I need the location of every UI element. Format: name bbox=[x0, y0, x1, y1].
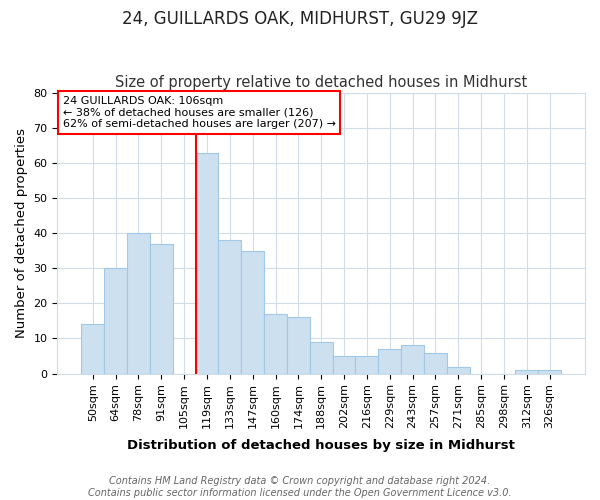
Bar bbox=[287, 318, 310, 374]
Bar bbox=[379, 349, 401, 374]
Bar bbox=[82, 324, 104, 374]
Y-axis label: Number of detached properties: Number of detached properties bbox=[15, 128, 28, 338]
Bar bbox=[310, 342, 332, 374]
Bar bbox=[127, 234, 150, 374]
Text: 24, GUILLARDS OAK, MIDHURST, GU29 9JZ: 24, GUILLARDS OAK, MIDHURST, GU29 9JZ bbox=[122, 10, 478, 28]
Bar bbox=[424, 352, 447, 374]
Bar bbox=[447, 366, 470, 374]
Bar bbox=[355, 356, 379, 374]
Bar bbox=[150, 244, 173, 374]
Bar bbox=[538, 370, 561, 374]
Bar bbox=[515, 370, 538, 374]
Text: 24 GUILLARDS OAK: 106sqm
← 38% of detached houses are smaller (126)
62% of semi-: 24 GUILLARDS OAK: 106sqm ← 38% of detach… bbox=[62, 96, 335, 129]
Bar bbox=[196, 152, 218, 374]
X-axis label: Distribution of detached houses by size in Midhurst: Distribution of detached houses by size … bbox=[127, 440, 515, 452]
Text: Contains HM Land Registry data © Crown copyright and database right 2024.
Contai: Contains HM Land Registry data © Crown c… bbox=[88, 476, 512, 498]
Bar bbox=[332, 356, 355, 374]
Bar bbox=[264, 314, 287, 374]
Bar bbox=[104, 268, 127, 374]
Bar bbox=[241, 251, 264, 374]
Bar bbox=[401, 346, 424, 374]
Title: Size of property relative to detached houses in Midhurst: Size of property relative to detached ho… bbox=[115, 76, 527, 90]
Bar bbox=[218, 240, 241, 374]
